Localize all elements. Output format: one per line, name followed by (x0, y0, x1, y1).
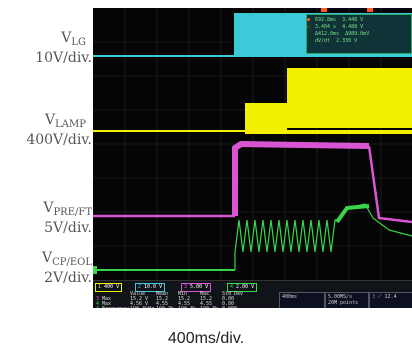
trigger-channel: 3 (372, 294, 376, 300)
cursor-a-time: 692.8ms (315, 17, 337, 23)
stats-header: Value Mean Min Max Std Dev (96, 292, 244, 297)
ch2-num: 2 (138, 284, 142, 290)
ch1-trace (93, 68, 412, 134)
vcp-symbol: V (41, 250, 53, 266)
stats-cell: 4.55 (200, 301, 213, 307)
stats-col-value: Value (130, 291, 146, 297)
stats-cell: 190.3k (156, 307, 178, 309)
stats-row-name: Frequency (102, 307, 130, 309)
stats-cell: 0.00 (222, 301, 235, 307)
stats-row: 3 Max 15.2 V 15.2 15.2 15.2 0.00 (96, 297, 244, 302)
stats-cell: 190.3k (178, 307, 200, 309)
ch3-chip[interactable]: 3 5.00 V (181, 283, 212, 292)
vpre-label: VPRE/FT (10, 200, 92, 218)
sample-rate: 5.00MS/s (328, 294, 353, 300)
ch4-chip[interactable]: 4 2.00 V (227, 283, 258, 292)
time-scale-caption: 400ms/div. (167, 330, 245, 347)
trigger-level: 12.4 (384, 294, 397, 300)
stats-cell: 15.2 (156, 296, 169, 302)
stats-row-name: Max (102, 296, 112, 302)
stats-cell: 15.2 (178, 296, 191, 302)
vlamp-scale: 400V/div. (26, 132, 92, 148)
cursor-marker (367, 8, 373, 12)
ch4-ground-marker (93, 266, 97, 274)
stats-row-channel: 4 (96, 301, 100, 307)
stats-col-mean: Mean (156, 291, 169, 297)
stats-cell: 0.000 (222, 307, 244, 309)
cursor-delta-value: Δ989.0mV (345, 31, 370, 37)
stats-row: 4Frequency190.3kHz190.3k190.3k190.3k0.00… (96, 307, 244, 309)
ch1-scale: 400 V (104, 284, 120, 290)
measurement-bar: 1 400 V 2 10.0 V 3 5.00 V 4 2.00 V Value… (93, 280, 412, 308)
stats-col-max: Max (200, 291, 210, 297)
vcp-label: VCP/EOL (10, 250, 92, 268)
stats-col-min: Min (178, 291, 188, 297)
ch2-scale: 10.0 V (144, 284, 163, 290)
stats-cell: 190.3k (200, 307, 222, 309)
stats-row-channel: 3 (96, 296, 100, 302)
trigger-box[interactable]: 3 ⟋ 12.4 (369, 292, 412, 308)
vlamp-subscript: LAMP (55, 119, 86, 130)
stats-row-name: Max (102, 301, 112, 307)
ch3-trace (93, 140, 412, 224)
ch4-trace (93, 203, 412, 271)
vpre-subscript: PRE/FT (53, 207, 92, 218)
vpre-scale: 5V/div. (44, 220, 92, 236)
ch1-num: 1 (98, 284, 102, 290)
ch3-num: 3 (184, 284, 188, 290)
oscilloscope-screen: ● 692.8ms 3.448 V ○ 3.404 s 4.488 V Δ412.0… (93, 8, 412, 308)
stats-cell: 4.56 V (130, 301, 149, 307)
stats-cell: 15.2 (200, 296, 213, 302)
timebase-time: 400ms (282, 294, 298, 300)
cursor-dvdt-value: 2.330 V (336, 38, 358, 44)
ch2-chip[interactable]: 2 10.0 V (135, 283, 166, 292)
vlg-subscript: LG (71, 37, 86, 48)
cursor-a-value: 3.448 V (342, 17, 364, 23)
vlg-scale: 10V/div. (35, 50, 92, 66)
cursor-readout: ● 692.8ms 3.448 V ○ 3.404 s 4.488 V Δ412.0… (306, 14, 412, 54)
stats-col-std: Std Dev (222, 291, 244, 297)
timebase-box[interactable]: 400ms (279, 292, 325, 308)
ch1-chip[interactable]: 1 400 V (95, 283, 123, 292)
stats-row-channel: 4 (96, 307, 102, 309)
stats-cell: 4.55 (156, 301, 169, 307)
vcp-subscript: CP/EOL (52, 257, 92, 268)
ch3-scale: 5.00 V (190, 284, 209, 290)
vlg-symbol: V (61, 30, 72, 46)
record-length: 20M points (328, 300, 359, 306)
stats-row: 4 Max 4.56 V 4.55 4.55 4.55 0.00 (96, 302, 244, 307)
stats-cell: 0.00 (222, 296, 235, 302)
ch4-scale: 2.00 V (236, 284, 255, 290)
ch4-num: 4 (230, 284, 234, 290)
vcp-scale: 2V/div. (44, 270, 92, 286)
cursor-b-time: 3.404 s (315, 24, 337, 30)
stats-cell: 15.2 V (130, 296, 149, 302)
stats-rows: 3 Max 15.2 V 15.2 15.2 15.2 0.00 4 Max 4.56 V 4.55… (96, 297, 244, 309)
cursor-dvdt-label: dV/dt (315, 38, 331, 44)
vlg-label: VLG (26, 30, 86, 48)
samplerate-box[interactable]: 5.00MS/s 20M points (325, 292, 369, 308)
cursor-b-value: 4.488 V (342, 24, 364, 30)
stats-cell: 190.3kHz (130, 307, 156, 309)
trigger-marker (321, 8, 327, 12)
vlamp-label: VLAMP (26, 112, 86, 130)
cursor-delta-time: Δ412.0ms (315, 31, 340, 37)
vlamp-symbol: V (45, 112, 56, 128)
stats-cell: 4.55 (178, 301, 191, 307)
vpre-symbol: V (43, 200, 54, 216)
stats-table: Value Mean Min Max Std Dev (96, 292, 244, 297)
